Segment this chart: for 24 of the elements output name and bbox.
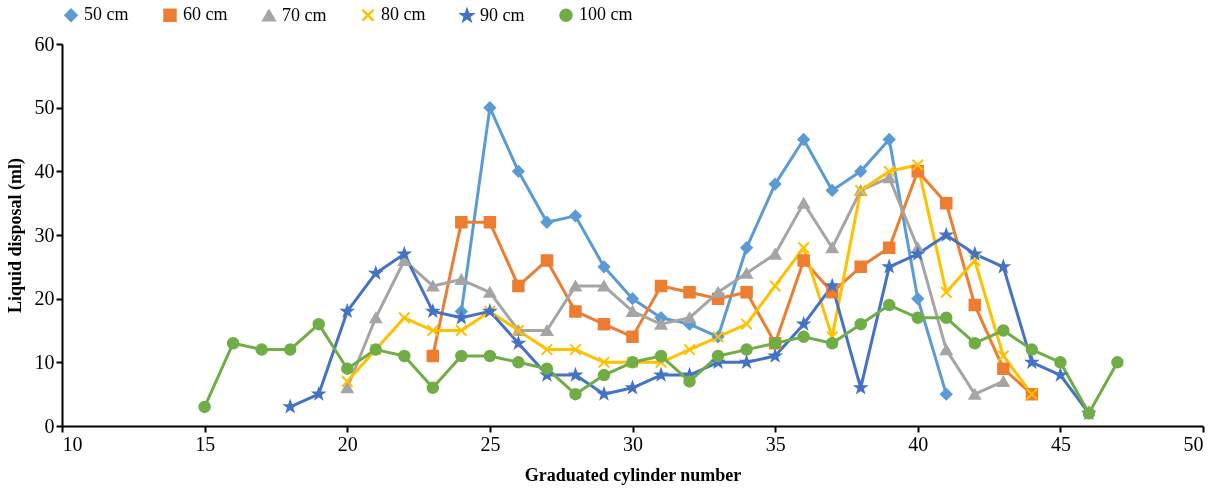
legend-label: 100 cm [579,4,633,25]
y-tick-label: 10 [34,350,55,373]
x-tick-label: 20 [337,432,358,455]
legend-label: 50 cm [84,4,129,25]
x-tick-label: 10 [62,432,83,455]
x-tick-label: 40 [908,432,929,455]
x-tick-label: 15 [195,432,216,455]
x-tick-label: 25 [480,432,501,455]
legend-label: 60 cm [183,4,228,25]
legend-label: 80 cm [381,4,426,25]
y-tick-label: 40 [34,159,55,182]
y-tick-label: 50 [34,96,55,119]
x-tick-label: 45 [1050,432,1071,455]
x-axis-title: Graduated cylinder number [524,464,742,485]
y-tick-label: 0 [44,414,55,437]
y-tick-label: 30 [34,223,55,246]
legend-label: 90 cm [480,4,525,25]
x-tick-label: 35 [765,432,786,455]
x-tick-label: 50 [1183,432,1204,455]
y-tick-label: 20 [34,287,55,310]
y-tick-label: 60 [34,32,55,55]
y-axis-title: Liquid disposal (ml) [4,157,26,314]
legend-label: 70 cm [282,4,327,25]
x-tick-label: 30 [623,432,643,455]
